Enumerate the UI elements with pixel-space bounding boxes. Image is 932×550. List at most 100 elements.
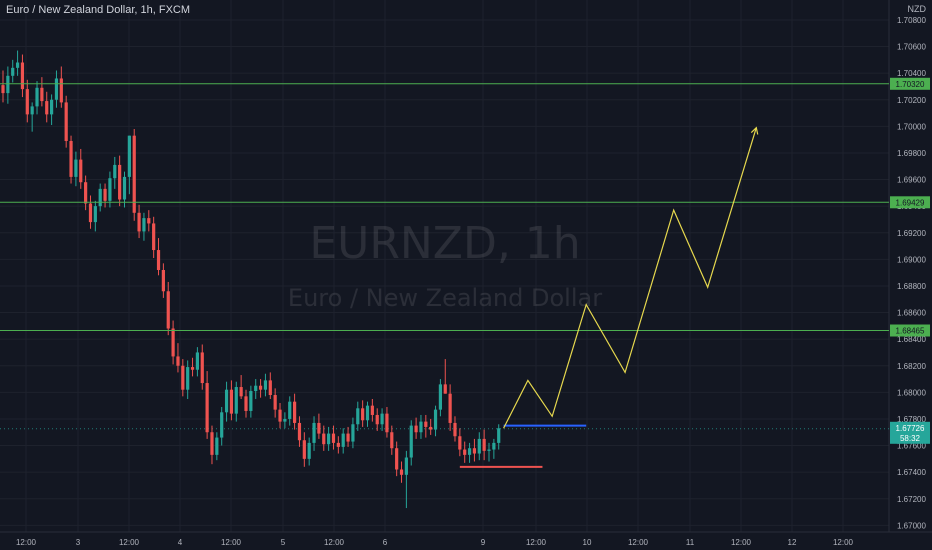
candle-down <box>69 140 73 177</box>
level-price-label: 1.70320 <box>896 80 925 89</box>
bar-countdown: 58:32 <box>900 434 921 443</box>
candle-up <box>492 442 496 450</box>
watermark-name: Euro / New Zealand Dollar <box>288 284 602 312</box>
current-price-label: 1.67726 <box>896 424 925 433</box>
candle-up <box>433 409 438 430</box>
candle-up <box>283 418 287 422</box>
symbol-title[interactable]: Euro / New Zealand Dollar, 1h, FXCM <box>6 4 191 16</box>
candle-down <box>361 408 365 421</box>
y-tick-label: 1.70800 <box>897 16 926 25</box>
candle-down <box>331 433 336 443</box>
watermark-ticker: EURNZD, 1h <box>309 218 580 269</box>
x-tick-label: 11 <box>686 538 695 547</box>
candle-up <box>98 188 102 207</box>
candle-down <box>278 409 282 422</box>
candle-up <box>404 457 408 475</box>
y-tick-label: 1.68200 <box>897 362 926 371</box>
candle-down <box>385 413 389 433</box>
y-tick-label: 1.69800 <box>897 149 926 158</box>
candle-down <box>322 433 326 445</box>
candle-down <box>302 440 306 459</box>
candle-up <box>108 178 112 201</box>
candle-down <box>190 367 195 370</box>
candle-up <box>327 433 331 445</box>
candle-up <box>35 87 39 107</box>
candle-down <box>244 396 248 411</box>
projection-path <box>503 127 757 429</box>
candle-down <box>84 182 88 204</box>
level-price-tag <box>890 196 930 209</box>
candle-up <box>341 433 345 447</box>
y-tick-label: 1.68000 <box>897 388 926 397</box>
candle-up <box>307 442 311 459</box>
x-tick-label: 6 <box>383 538 388 547</box>
candle-up <box>356 408 360 425</box>
candle-up <box>50 99 54 115</box>
candle-down <box>40 87 44 102</box>
candle-up <box>467 448 472 455</box>
candle-down <box>424 421 428 427</box>
x-tick-label: 12:00 <box>324 538 345 547</box>
candle-up <box>365 405 370 421</box>
y-tick-label: 1.69600 <box>897 176 926 185</box>
candle-down <box>317 422 321 434</box>
candle-down <box>414 425 418 433</box>
candle-up <box>30 106 34 115</box>
x-tick-label: 4 <box>178 538 183 547</box>
candle-up <box>487 449 491 451</box>
candle-up <box>122 176 127 200</box>
y-tick-label: 1.67800 <box>897 415 926 424</box>
level-price-label: 1.69429 <box>896 198 925 207</box>
candle-up <box>93 206 97 223</box>
y-tick-label: 1.68800 <box>897 282 926 291</box>
candle-down <box>166 291 170 329</box>
candle-down <box>161 269 165 292</box>
candle-down <box>463 449 467 455</box>
candle-down <box>293 401 297 423</box>
y-tick-label: 1.67000 <box>897 521 926 530</box>
candle-up <box>15 62 20 68</box>
candle-down <box>229 389 234 414</box>
y-tick-label: 1.70600 <box>897 43 926 52</box>
candle-down <box>152 223 156 251</box>
y-tick-label: 1.67600 <box>897 442 926 451</box>
candle-down <box>458 436 462 450</box>
x-tick-label: 12:00 <box>16 538 37 547</box>
candle-down <box>390 432 394 449</box>
candle-up <box>351 424 355 442</box>
candle-down <box>103 188 107 201</box>
x-tick-label: 12:00 <box>731 538 752 547</box>
candle-down <box>88 203 93 223</box>
candle-up <box>113 164 117 179</box>
candle-down <box>472 448 477 454</box>
candle-down <box>137 212 141 232</box>
candle-up <box>11 67 15 76</box>
candle-down <box>20 62 25 90</box>
candle-down <box>399 469 404 475</box>
candle-down <box>132 135 136 213</box>
candle-down <box>443 384 447 394</box>
candle-down <box>395 448 399 470</box>
candle-down <box>1 85 5 94</box>
candle-down <box>453 422 457 437</box>
candle-down <box>176 356 180 366</box>
candle-down <box>59 78 63 103</box>
candle-down <box>268 380 272 396</box>
candle-down <box>336 442 340 447</box>
candle-down <box>181 365 185 390</box>
candle-down <box>210 432 214 455</box>
x-tick-label: 5 <box>281 538 286 547</box>
candle-down <box>239 387 243 397</box>
candle-down <box>79 159 83 183</box>
candle-up <box>419 421 423 433</box>
level-price-tag <box>890 77 930 90</box>
x-tick-label: 10 <box>583 538 592 547</box>
x-tick-label: 12:00 <box>221 538 242 547</box>
y-tick-label: 1.67200 <box>897 495 926 504</box>
level-price-label: 1.68465 <box>896 327 925 336</box>
y-tick-label: 1.70200 <box>897 96 926 105</box>
y-tick-label: 1.70400 <box>897 69 926 78</box>
level-price-tag <box>890 324 930 337</box>
candle-down <box>200 352 204 384</box>
